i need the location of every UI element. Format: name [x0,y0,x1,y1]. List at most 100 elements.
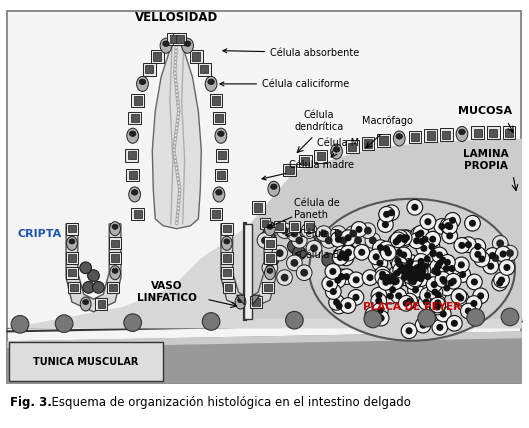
Circle shape [403,272,418,288]
Ellipse shape [268,181,280,196]
Ellipse shape [224,239,230,244]
Bar [68,282,80,293]
Circle shape [443,275,459,291]
Circle shape [415,267,431,282]
Circle shape [415,263,431,278]
Circle shape [412,275,418,282]
Circle shape [388,209,395,216]
Circle shape [455,293,462,300]
Ellipse shape [83,300,89,305]
Circle shape [392,230,408,246]
Circle shape [406,327,413,334]
Bar [223,282,234,293]
Circle shape [498,276,505,283]
Circle shape [411,269,426,285]
Circle shape [340,298,356,313]
Circle shape [453,290,469,306]
Circle shape [470,300,478,307]
Text: Célula caliciforme: Célula caliciforme [220,79,349,89]
Circle shape [378,274,394,290]
Circle shape [421,245,427,252]
Ellipse shape [235,295,246,309]
Circle shape [411,267,418,274]
Circle shape [382,279,389,286]
Bar [252,201,264,214]
Bar [471,126,484,139]
Circle shape [406,263,413,270]
Ellipse shape [112,224,118,229]
Circle shape [417,258,425,265]
Bar [264,252,276,264]
Bar [213,112,225,125]
Circle shape [417,275,425,282]
Circle shape [397,232,412,247]
Bar [215,149,228,162]
Circle shape [352,294,360,301]
Circle shape [424,306,440,322]
Bar [348,143,357,151]
Circle shape [396,230,412,246]
Circle shape [400,234,408,241]
Ellipse shape [309,199,515,341]
Circle shape [396,261,403,268]
Circle shape [341,244,356,260]
Circle shape [428,311,435,318]
Circle shape [405,270,412,277]
FancyBboxPatch shape [9,342,163,381]
Circle shape [417,262,424,270]
Circle shape [445,273,461,289]
Circle shape [379,270,386,278]
Circle shape [424,256,431,262]
Circle shape [399,259,415,275]
Circle shape [411,268,417,275]
Text: Esquema de organización histológica en el intestino delgado: Esquema de organización histológica en e… [44,396,411,409]
Ellipse shape [396,134,403,139]
Circle shape [276,249,284,257]
Circle shape [334,230,342,238]
Bar [361,137,374,150]
Circle shape [290,230,298,238]
Bar [221,223,233,235]
Bar [170,35,178,43]
Bar [489,129,497,137]
Bar [215,169,227,181]
Circle shape [379,206,395,222]
Circle shape [504,264,510,271]
Bar [126,169,139,181]
Circle shape [305,227,313,235]
Circle shape [364,310,381,328]
Circle shape [418,309,435,327]
Bar [408,131,421,143]
Circle shape [348,289,364,305]
Circle shape [335,232,351,248]
Circle shape [459,271,466,278]
Circle shape [408,261,424,276]
Circle shape [415,317,431,333]
Circle shape [384,205,399,220]
Circle shape [394,257,402,264]
Bar [304,221,314,232]
Circle shape [340,230,353,244]
Circle shape [391,278,398,285]
Circle shape [434,291,442,298]
Bar [314,150,327,163]
Circle shape [435,252,451,268]
Circle shape [423,298,430,306]
Bar [291,223,298,230]
Circle shape [334,269,349,285]
Circle shape [368,249,384,265]
Bar [364,140,372,148]
Circle shape [425,232,441,247]
Circle shape [441,278,448,285]
Bar [133,96,142,104]
Circle shape [345,249,352,256]
Circle shape [406,264,422,279]
Circle shape [432,267,439,274]
Circle shape [262,260,278,276]
Circle shape [444,222,452,229]
Text: Célula T: Célula T [286,229,339,238]
Circle shape [300,269,308,276]
Circle shape [397,267,404,273]
Polygon shape [7,331,522,348]
Circle shape [408,264,424,280]
